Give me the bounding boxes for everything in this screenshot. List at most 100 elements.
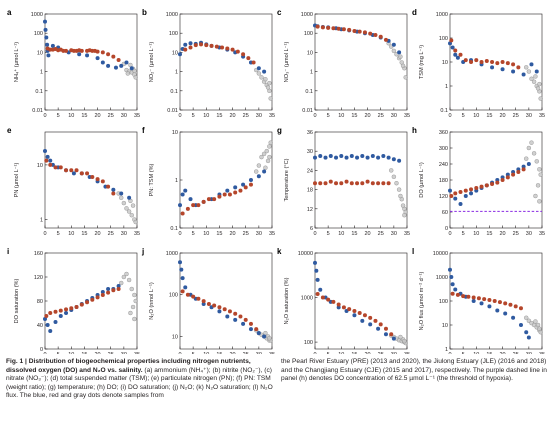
data-point-jle: [373, 318, 378, 323]
y-tick-label: 1000: [301, 296, 313, 302]
data-point-prd: [313, 155, 317, 160]
data-point-jle: [95, 295, 100, 300]
x-tick-label: 30: [391, 231, 397, 237]
y-tick-label: 0.1: [170, 226, 178, 232]
plot-frame: [44, 131, 138, 229]
data-point-prd: [50, 43, 55, 48]
data-point-jle: [53, 165, 58, 170]
y-tick-label: 40: [37, 323, 43, 329]
data-point-prd: [233, 185, 238, 190]
data-point-jle: [381, 181, 386, 186]
data-point-jle: [238, 188, 243, 193]
data-point-prd: [315, 277, 320, 282]
data-point-prd: [381, 154, 386, 158]
data-point-prd: [376, 155, 381, 160]
panel-d: d 0.1 1 10 100 1000 0 5 10 15 20 25 30 35 TSM (mg L⁻¹): [412, 8, 545, 119]
x-tick-label: 5: [57, 113, 60, 119]
data-point-jle: [204, 43, 209, 48]
x-tick-label: 0: [43, 352, 46, 354]
data-point-jle: [383, 37, 388, 42]
data-point-jle: [474, 58, 479, 63]
data-point-jle: [233, 190, 238, 195]
data-point-cje: [125, 71, 131, 76]
data-point-jle: [484, 59, 489, 64]
data-point-cje: [537, 326, 542, 331]
data-point-prd: [188, 197, 193, 202]
data-point-cje: [132, 68, 137, 74]
x-tick-label: 5: [57, 231, 60, 237]
data-point-prd: [495, 308, 500, 313]
x-tick-label: 30: [391, 352, 397, 354]
data-point-jle: [79, 48, 84, 53]
data-point-prd: [391, 157, 396, 162]
data-point-prd: [53, 320, 58, 324]
y-tick-label: 10: [172, 130, 178, 136]
data-point-jle: [193, 43, 198, 48]
y-axis-label: NO₂⁻ (µmol L⁻¹): [149, 42, 155, 83]
data-point-jle: [492, 299, 497, 303]
data-point-cje: [268, 140, 273, 145]
x-tick-label: 15: [81, 352, 87, 354]
plot-frame: [44, 13, 138, 111]
data-point-cje: [398, 334, 403, 340]
data-point-prd: [85, 53, 90, 58]
data-point-jle: [199, 42, 204, 47]
data-point-cje: [124, 206, 129, 211]
x-tick-label: 20: [95, 231, 101, 237]
data-point-jle: [386, 181, 391, 186]
y-tick-label: 6: [310, 226, 313, 232]
panel-letter: b: [142, 8, 147, 17]
y-tick-label: 10: [442, 60, 448, 66]
data-point-prd: [349, 154, 354, 158]
x-tick-label: 5: [462, 231, 465, 237]
x-tick-label: 20: [365, 352, 371, 354]
x-tick-label: 35: [134, 352, 140, 354]
data-point-jle: [458, 52, 463, 57]
data-point-jle: [331, 26, 336, 31]
y-tick-label: 1000: [301, 12, 313, 18]
x-tick-label: 25: [108, 352, 114, 354]
data-point-prd: [511, 315, 516, 320]
x-tick-label: 35: [404, 113, 410, 119]
data-point-prd: [248, 178, 253, 182]
x-tick-label: 30: [391, 113, 397, 119]
y-tick-label: 0.01: [32, 108, 43, 114]
data-point-jle: [206, 301, 211, 306]
data-point-prd: [344, 155, 349, 160]
data-point-prd: [201, 301, 206, 306]
data-point-prd: [524, 330, 529, 335]
x-tick-label: 30: [526, 352, 532, 354]
data-point-jle: [238, 314, 243, 319]
data-point-jle: [490, 60, 495, 64]
x-tick-label: 20: [500, 231, 506, 237]
panel-f: f 0.1 1 10 0 5 10 15 20 25 30 35 PN: TSM (%): [142, 126, 275, 237]
x-tick-label: 10: [338, 352, 344, 354]
x-tick-label: 20: [500, 113, 506, 119]
x-tick-label: 15: [486, 352, 492, 354]
data-point-jle: [497, 300, 502, 305]
data-point-jle: [360, 181, 365, 186]
data-point-cje: [391, 174, 397, 180]
data-point-jle: [487, 298, 492, 303]
y-tick-label: 1000: [166, 251, 178, 257]
data-point-jle: [495, 180, 500, 185]
data-point-prd: [391, 42, 396, 47]
data-point-cje: [538, 96, 543, 101]
data-point-prd: [256, 331, 261, 336]
y-tick-label: 60: [442, 210, 448, 216]
x-tick-label: 25: [243, 352, 249, 354]
data-point-jle: [352, 29, 357, 34]
data-point-jle: [212, 303, 217, 308]
data-point-prd: [314, 268, 319, 273]
data-point-prd: [116, 284, 121, 288]
x-tick-label: 20: [95, 352, 101, 354]
y-axis-label: PN: TSM (%): [149, 163, 155, 196]
data-point-jle: [100, 50, 105, 55]
data-point-prd: [471, 299, 476, 303]
data-point-jle: [513, 304, 518, 309]
data-point-cje: [130, 203, 136, 208]
data-point-prd: [360, 318, 365, 323]
data-point-jle: [248, 321, 253, 326]
data-point-jle: [53, 309, 58, 314]
